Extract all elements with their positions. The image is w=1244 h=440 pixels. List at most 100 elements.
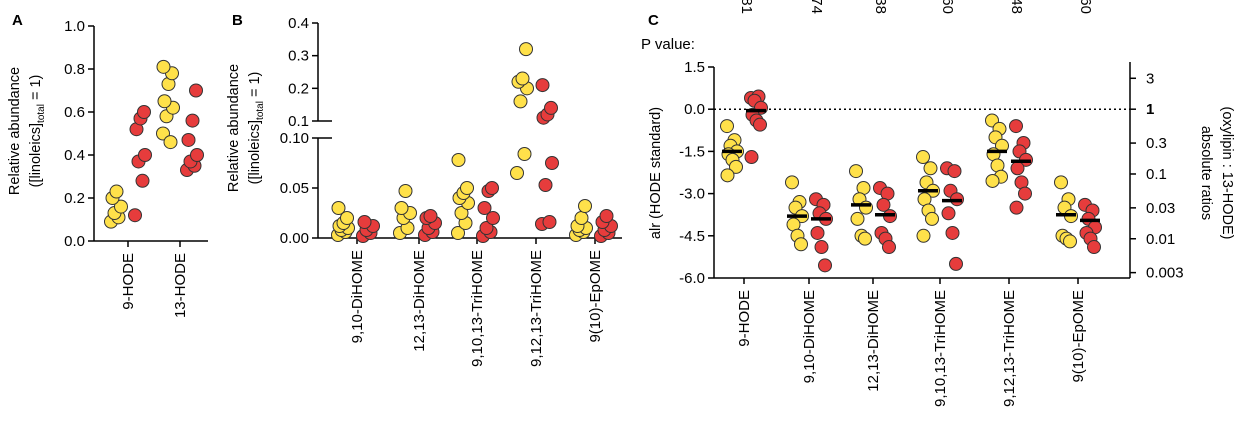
data-point-b-yellow	[398, 184, 413, 198]
data-point-c-red	[810, 225, 825, 240]
panel-b: B Relative abundance ([linoleics]total =…	[226, 12, 622, 367]
data-point-c-yellow	[849, 164, 863, 179]
y-tick-label-b: 0.10	[280, 130, 309, 147]
y-tick-label-c: -1.5	[679, 143, 705, 160]
data-point-a-yellow	[114, 199, 128, 214]
data-point-c-red	[814, 240, 829, 255]
y-axis-title-b-line2: ([linoleics]total = 1)	[247, 72, 266, 185]
data-point-a-yellow	[163, 135, 178, 150]
medians-c	[722, 108, 1100, 223]
data-point-a-red	[185, 113, 200, 128]
x-tick-label-a: 9-HODE	[120, 253, 137, 310]
data-point-b-red	[485, 181, 499, 195]
data-point-c-yellow	[729, 159, 743, 174]
points-a	[104, 59, 204, 229]
x-tick-label-c: 9(10)-EpOME	[1070, 290, 1087, 383]
data-point-b-red	[357, 215, 372, 229]
y-right-tick-label-c: 3	[1146, 70, 1154, 87]
x-tick-label-c: 12,13-DiHOME	[865, 290, 882, 392]
y-tick-label-b: 0.3	[288, 48, 309, 65]
y-axis-title-a-line1: Relative abundance	[7, 67, 23, 195]
data-point-c-yellow	[985, 173, 1000, 188]
y-right-tick-label-c: 0.3	[1146, 135, 1167, 152]
data-point-c-red	[1009, 200, 1024, 215]
x-tick-label-c: 9,10,13-TriHOME	[932, 290, 949, 407]
y-axis-right-title-c-line1: absolute ratios	[1198, 126, 1214, 220]
y-tick-label-a: 0.6	[64, 104, 85, 121]
data-point-a-red	[181, 132, 196, 147]
data-point-b-yellow	[578, 199, 592, 213]
data-point-b-yellow	[519, 42, 533, 57]
data-point-c-yellow	[794, 237, 808, 252]
p-value: 0.48	[1008, 0, 1025, 14]
y-tick-label-c: -6.0	[679, 270, 705, 287]
panel-c: C P value: 0.00081 0.74 0.38 0.60 0.48 0.60 a…	[641, 0, 1235, 407]
data-point-b-yellow	[451, 226, 465, 240]
x-tick-label-c: 9-HODE	[736, 290, 753, 347]
data-point-a-red	[137, 105, 151, 119]
data-point-a-red	[138, 148, 152, 162]
data-point-c-red	[1009, 119, 1023, 134]
y-axis-title-a-line2: ([linoleics]total = 1)	[28, 75, 47, 188]
y-tick-label-c: 1.5	[684, 59, 705, 76]
data-point-a-yellow	[157, 94, 172, 109]
data-point-b-yellow	[340, 211, 354, 225]
data-point-c-yellow	[925, 211, 939, 226]
y-tick-label-b: 0.00	[280, 230, 309, 247]
data-point-c-red	[753, 117, 767, 132]
x-tick-label-a: 13-HODE	[172, 253, 189, 318]
points-c	[720, 89, 1102, 273]
data-point-b-yellow	[515, 71, 530, 86]
x-tick-label-c: 9,10-DiHOME	[801, 290, 818, 383]
y-tick-label-c: -4.5	[679, 228, 705, 245]
x-tick-label-b: 9,10,13-TriHOME	[469, 250, 486, 367]
y-tick-label-a: 0.0	[64, 233, 85, 250]
p-value: 0.60	[1077, 0, 1094, 14]
points-b	[331, 42, 618, 243]
data-point-a-red	[190, 148, 204, 162]
data-point-a-red	[128, 208, 142, 223]
data-point-c-yellow	[1054, 175, 1068, 190]
y-right-tick-label-c: 0.1	[1146, 166, 1167, 183]
p-value: 0.60	[939, 0, 956, 14]
x-tick-label-b: 9,12,13-TriHOME	[528, 250, 545, 367]
data-point-c-red	[876, 197, 891, 212]
y-tick-label-a: 0.4	[64, 147, 85, 164]
y-axis-title-c: alr (HODE standard)	[648, 107, 664, 239]
panel-letter-c: C	[648, 12, 659, 29]
p-values: 0.00081 0.74 0.38 0.60 0.48 0.60	[738, 0, 1094, 14]
y-tick-label-c: -3.0	[679, 186, 705, 203]
data-point-c-yellow	[850, 211, 865, 226]
y-axis-title-b-line1: Relative abundance	[226, 64, 242, 192]
y-axis-c: 1.5 0.0 -1.5 -3.0 -4.5 -6.0	[679, 59, 715, 287]
data-point-c-yellow	[720, 119, 734, 134]
y-axis-a: 0.0 0.2 0.4 0.6 0.8 1.0	[64, 18, 95, 250]
data-point-c-yellow	[923, 161, 938, 176]
data-point-c-red	[945, 225, 960, 240]
data-point-c-yellow	[785, 175, 799, 190]
data-point-c-red	[941, 206, 956, 221]
x-tick-label-b: 9(10)-EpOME	[587, 250, 604, 343]
data-point-b-yellow	[574, 211, 589, 225]
data-point-c-red	[1087, 240, 1101, 255]
y-tick-label-a: 1.0	[64, 18, 85, 35]
data-point-b-yellow	[513, 94, 528, 109]
p-value: 0.00081	[738, 0, 755, 14]
panel-letter-b: B	[232, 12, 243, 29]
data-point-b-red	[486, 211, 500, 225]
y-axis-right-title-c-line2: (oxylipin : 13-HODE)	[1219, 107, 1235, 240]
data-point-b-red	[538, 178, 553, 192]
data-point-c-red	[1018, 186, 1032, 201]
data-point-c-yellow	[916, 228, 931, 243]
data-point-c-red	[818, 258, 832, 273]
data-point-c-red	[1010, 161, 1025, 176]
data-point-c-red	[949, 256, 963, 271]
data-point-b-yellow	[394, 201, 409, 215]
data-point-a-yellow	[109, 184, 124, 199]
y-tick-label-b: 0.05	[280, 180, 309, 197]
y-tick-label-b: 0.2	[288, 80, 309, 97]
y-tick-label-c: 0.0	[684, 101, 705, 118]
data-point-b-red	[545, 156, 559, 170]
y-tick-label-b: 0.1	[288, 113, 309, 130]
